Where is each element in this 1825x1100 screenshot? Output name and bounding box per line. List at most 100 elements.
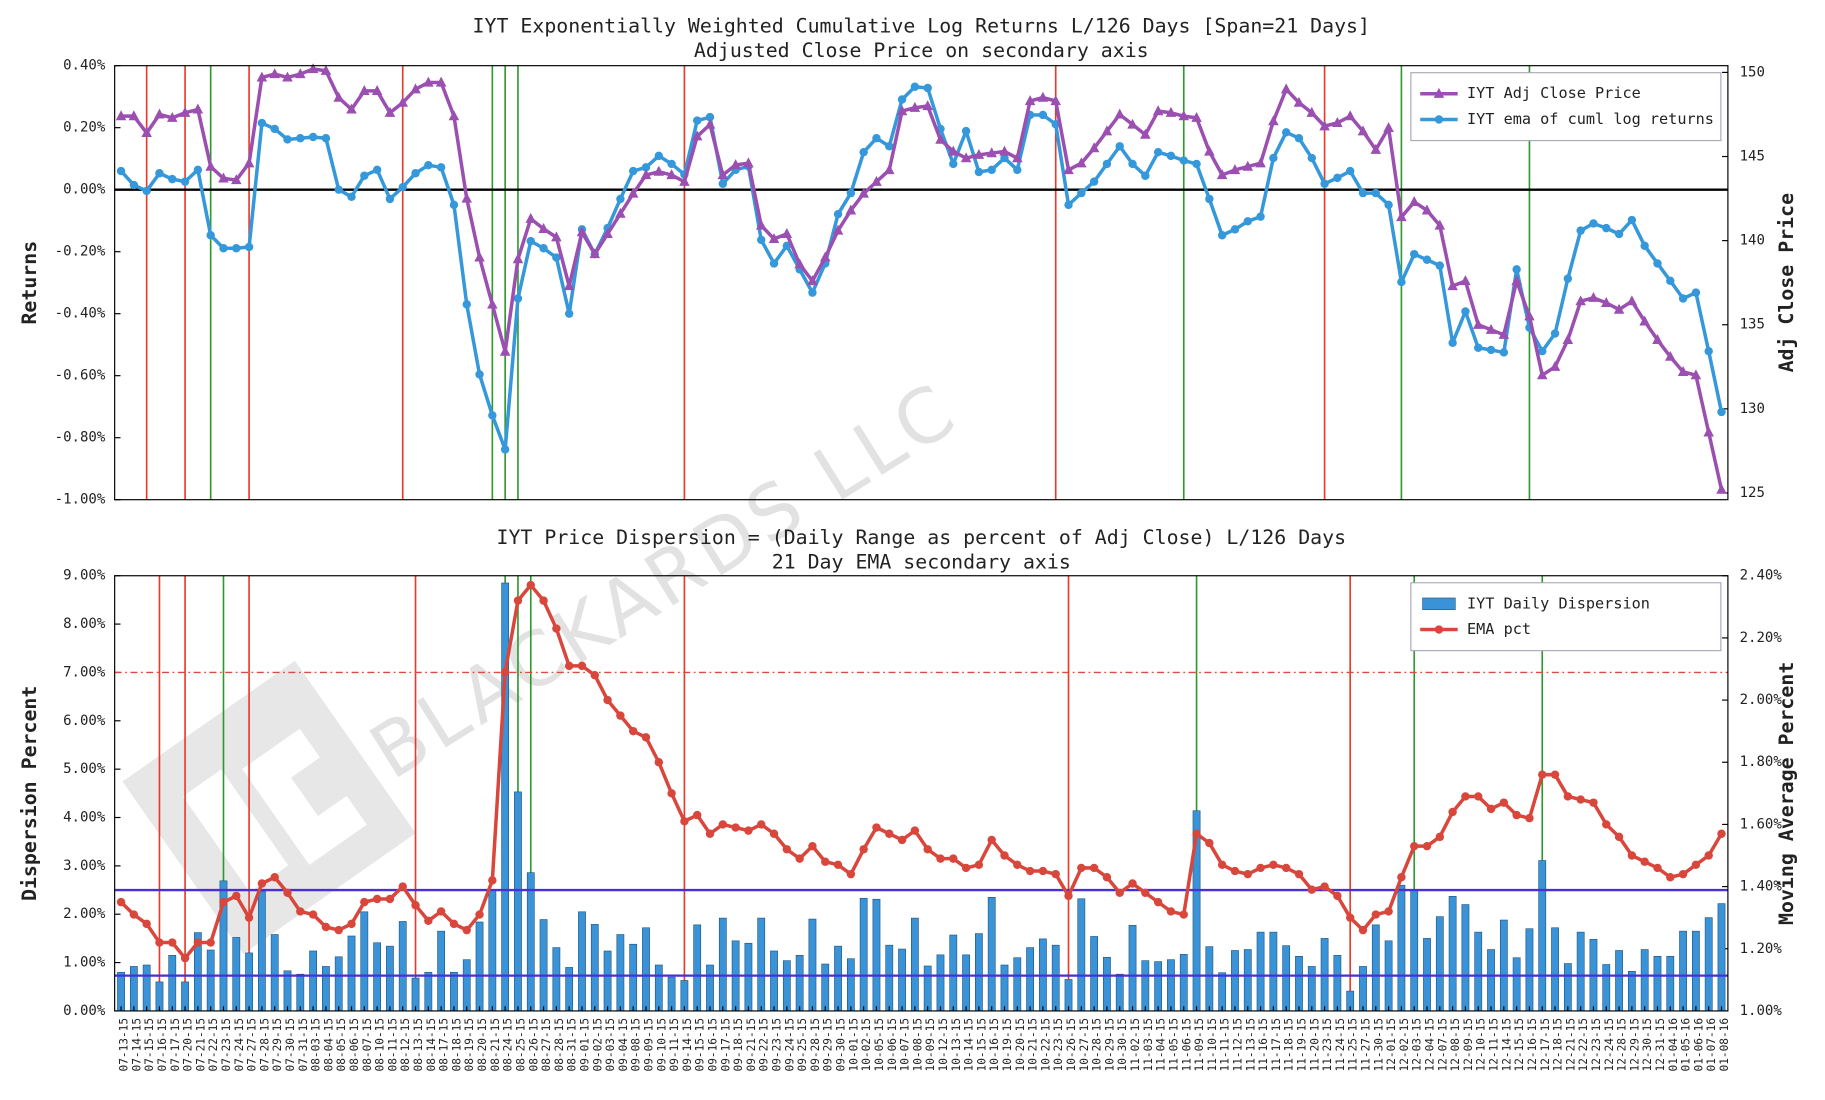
point: [128, 110, 140, 121]
point: [704, 118, 716, 129]
point: [910, 826, 920, 835]
bar: [1448, 896, 1457, 1012]
point: [1486, 345, 1496, 355]
x-tick-label: 01-05-16: [1680, 1018, 1693, 1072]
point: [423, 76, 434, 87]
point: [616, 711, 625, 720]
x-tick-label: 12-30-15: [1641, 1018, 1654, 1072]
legend-swatch: [1422, 597, 1456, 610]
point: [1614, 832, 1624, 842]
x-tick-label: 01-08-16: [1718, 1018, 1731, 1072]
x-tick-label: 10-05-15: [873, 1018, 886, 1072]
point: [295, 68, 306, 79]
point: [1691, 288, 1701, 297]
point: [1063, 164, 1074, 175]
point: [1550, 329, 1560, 338]
point: [166, 111, 178, 122]
bar: [1077, 898, 1086, 1012]
x-tick-label: 10-01-15: [847, 1018, 860, 1072]
x-tick-label: 10-13-15: [950, 1018, 963, 1072]
point: [488, 876, 497, 885]
watermark: BLACKARDS LLC: [356, 366, 973, 797]
point: [1243, 869, 1252, 879]
x-tick-label: 12-16-15: [1526, 1018, 1539, 1072]
point: [576, 226, 588, 237]
point: [744, 826, 753, 835]
point: [1281, 863, 1291, 873]
point: [1536, 369, 1548, 380]
x-tick-label: 09-16-15: [707, 1018, 720, 1072]
point: [1370, 143, 1382, 154]
point: [1396, 211, 1407, 222]
point: [1472, 318, 1484, 329]
point: [1256, 863, 1265, 873]
point: [730, 159, 741, 170]
point: [1678, 294, 1688, 303]
point: [871, 175, 882, 186]
point: [435, 76, 447, 87]
x-tick-label: 08-06-15: [348, 1018, 361, 1072]
point: [1408, 196, 1420, 207]
logo-box: [122, 660, 416, 955]
point: [654, 758, 664, 767]
bar: [1256, 931, 1265, 1012]
point: [1345, 913, 1355, 922]
point: [1691, 860, 1701, 870]
point: [859, 147, 868, 157]
point: [1256, 212, 1265, 221]
y2-tick-label: 150: [1740, 64, 1765, 80]
point: [1485, 323, 1497, 334]
bar: [808, 918, 817, 1012]
y2-tick-label: 2.40%: [1740, 568, 1783, 584]
point: [1089, 177, 1099, 186]
point: [1383, 122, 1394, 133]
point: [1666, 276, 1675, 286]
point: [564, 309, 574, 318]
x-tick-label: 11-23-15: [1321, 1018, 1334, 1072]
x-tick-label: 12-10-15: [1475, 1018, 1488, 1072]
x-tick-label: 11-09-15: [1193, 1018, 1206, 1072]
bar: [872, 898, 881, 1012]
point: [168, 938, 177, 947]
point: [243, 157, 255, 168]
x-tick-label: 01-06-16: [1692, 1018, 1705, 1072]
y-tick-label: 0.20%: [63, 120, 106, 136]
point: [680, 817, 689, 826]
point: [526, 236, 535, 246]
legend-box: [1410, 582, 1722, 652]
legend-label: IYT Daily Dispersion: [1467, 594, 1650, 612]
point: [653, 165, 665, 176]
bar: [770, 950, 778, 1012]
x-tick-label: 08-11-15: [386, 1018, 399, 1072]
point: [923, 845, 932, 854]
point: [845, 204, 857, 215]
x-tick-label: 07-20-15: [182, 1018, 195, 1072]
x-tick-label: 08-19-15: [463, 1018, 476, 1072]
point: [884, 164, 895, 175]
y2-tick-label: 1.40%: [1740, 879, 1783, 895]
point: [1140, 128, 1151, 139]
point: [436, 907, 446, 916]
point: [155, 169, 164, 178]
point: [1563, 792, 1573, 801]
point: [1345, 166, 1355, 176]
point: [999, 145, 1010, 156]
point: [142, 186, 151, 196]
bar: [949, 934, 958, 1012]
point: [1307, 153, 1316, 163]
bar: [411, 977, 420, 1012]
point: [180, 177, 190, 186]
point: [154, 108, 165, 119]
point: [1639, 315, 1650, 326]
point: [1178, 110, 1190, 121]
x-tick-label: 07-22-15: [207, 1018, 220, 1072]
x-tick-label: 08-03-15: [310, 1018, 323, 1072]
bar: [373, 942, 381, 1012]
point: [1165, 106, 1177, 117]
point: [679, 175, 690, 186]
point: [1268, 115, 1279, 126]
bar: [347, 935, 356, 1012]
point: [1217, 860, 1227, 870]
bar: [834, 945, 842, 1012]
point: [885, 829, 894, 838]
